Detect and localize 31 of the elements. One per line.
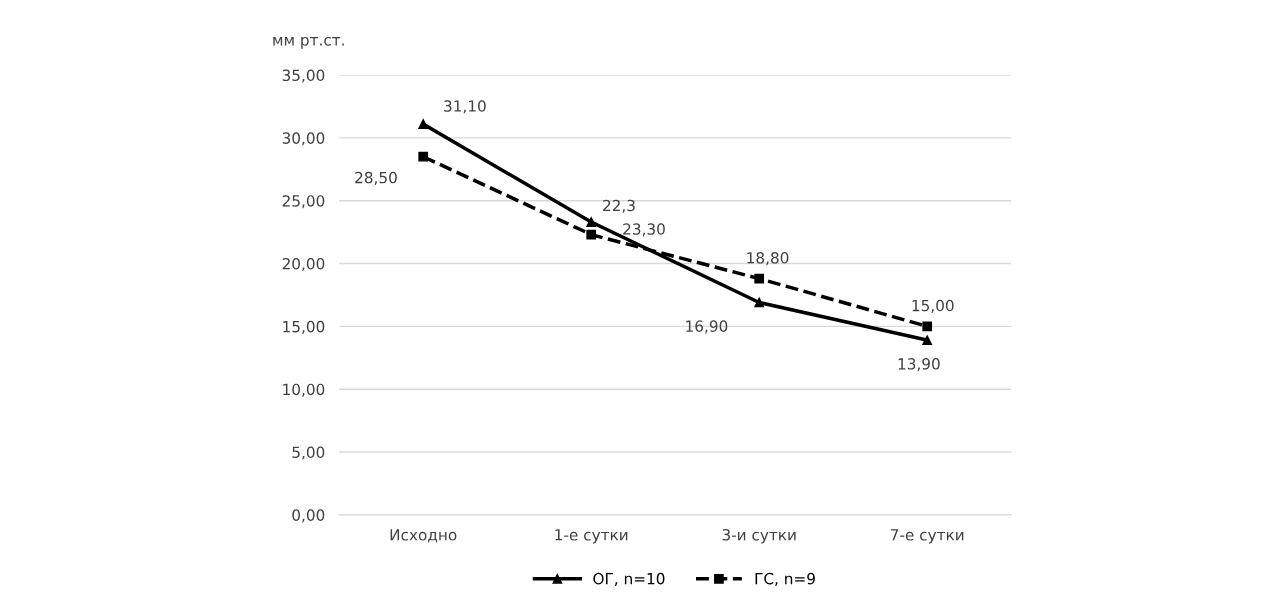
point: [754, 297, 765, 308]
point: [922, 335, 933, 346]
y-tick-label: 30,00: [282, 132, 325, 146]
legend-label: ОГ, n=10: [593, 572, 665, 586]
y-tick-label: 5,00: [292, 446, 325, 460]
data-label: 18,80: [747, 252, 789, 266]
data-label: 15,00: [912, 299, 954, 313]
y-tick-label: 25,00: [282, 195, 325, 209]
point: [922, 321, 933, 332]
data-label: 23,30: [623, 223, 665, 237]
point: [586, 229, 597, 240]
data-label: 22,3: [603, 199, 635, 213]
y-tick-label: 0,00: [292, 509, 325, 523]
x-tick-label: 3-и сутки: [722, 529, 796, 544]
data-label: 13,90: [898, 358, 940, 372]
point: [586, 217, 597, 227]
point: [418, 119, 429, 129]
y-axis-title: мм рт.ст.: [273, 36, 344, 49]
data-label: 16,90: [686, 320, 728, 334]
data-label: 28,50: [355, 171, 397, 185]
point: [418, 151, 429, 162]
y-tick-label: 20,00: [282, 257, 325, 272]
y-tick-label: 15,00: [283, 320, 325, 334]
y-tick-label: 35,00: [282, 69, 325, 83]
x-tick-label: 7-е сутки: [890, 529, 964, 544]
x-tick-label: Исходно: [390, 529, 457, 543]
point: [754, 273, 765, 284]
data-label: 31,10: [444, 100, 486, 114]
x-tick-label: 1-е сутки: [555, 529, 628, 544]
legend-label: ГС, n=9: [755, 572, 815, 586]
y-tick-label: 10,00: [283, 383, 325, 397]
